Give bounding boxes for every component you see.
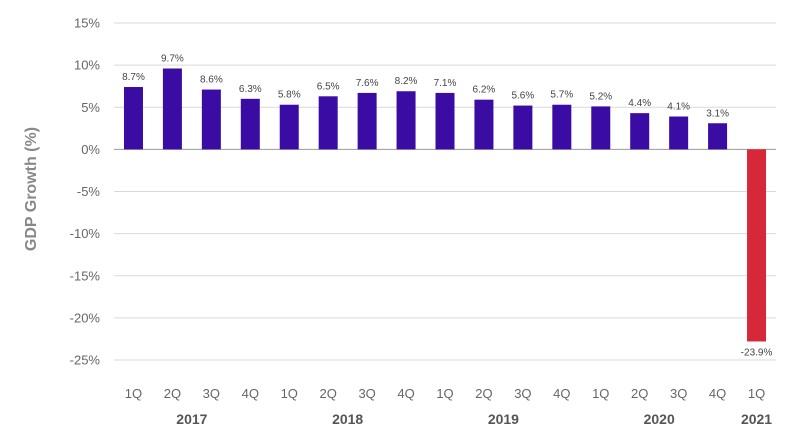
x-category-label: 1Q [436, 386, 453, 401]
x-year-label: 2017 [176, 411, 207, 427]
x-year-label: 2021 [741, 411, 772, 427]
x-category-label: 4Q [709, 386, 726, 401]
x-category-label: 2Q [320, 386, 337, 401]
y-tick-label: 0% [81, 142, 100, 157]
x-category-label: 2Q [164, 386, 181, 401]
x-category-label: 1Q [281, 386, 298, 401]
bar [162, 68, 182, 150]
x-category-label: 4Q [397, 386, 414, 401]
bar [513, 105, 533, 150]
y-tick-label: 10% [74, 58, 100, 73]
data-labels: 8.7% 9.7% 8.6% 6.3% 5.8% 6.5% 7.6% 8.2% 7.1% 6.2%… [122, 53, 772, 358]
x-category-label: 3Q [203, 386, 220, 401]
y-tick-label: 5% [81, 100, 100, 115]
bar [747, 149, 767, 342]
bar [123, 87, 143, 150]
bar [279, 104, 299, 150]
data-label: 5.2% [589, 91, 612, 102]
data-label: 5.8% [278, 90, 301, 101]
x-category-label: 3Q [514, 386, 531, 401]
x-axis-categories: 1Q 2Q 3Q 4Q 1Q 2Q 3Q 4Q 1Q 2Q 3Q 4Q 1Q 2Q 3Q 4Q 1Q [125, 386, 765, 401]
y-axis-ticks: 15% 10% 5% 0% -5% -10% -15% -20% -25% [70, 16, 101, 368]
y-tick-label: -15% [70, 268, 101, 283]
x-year-label: 2018 [332, 411, 363, 427]
x-category-label: 1Q [748, 386, 765, 401]
data-label: 7.1% [434, 78, 457, 89]
data-label: 5.6% [511, 91, 534, 102]
x-category-label: 1Q [125, 386, 142, 401]
data-label: 8.7% [122, 72, 145, 83]
gridlines [114, 22, 776, 361]
y-tick-label: -10% [70, 226, 101, 241]
bar [669, 116, 689, 150]
bar [240, 98, 260, 150]
data-label: 6.3% [239, 84, 262, 95]
x-category-label: 3Q [670, 386, 687, 401]
data-label: 4.1% [667, 102, 690, 113]
x-category-label: 2Q [631, 386, 648, 401]
x-year-label: 2020 [644, 411, 675, 427]
bar [396, 91, 416, 150]
data-label: 8.2% [395, 76, 418, 87]
data-label: 9.7% [161, 53, 184, 64]
x-category-label: 3Q [358, 386, 375, 401]
x-axis-years: 2017 2018 2019 2020 2021 [176, 411, 772, 427]
y-axis-label: GDP Growth (%) [23, 127, 40, 251]
data-label: 3.1% [706, 108, 729, 119]
bar [708, 123, 728, 150]
y-tick-label: -5% [77, 184, 101, 199]
data-label: 7.6% [356, 78, 379, 89]
bar [201, 89, 221, 150]
bar [357, 92, 377, 150]
y-tick-label: -20% [70, 310, 101, 325]
bar [630, 113, 650, 150]
bar [474, 99, 494, 150]
bars [123, 68, 767, 342]
x-category-label: 4Q [553, 386, 570, 401]
x-category-label: 1Q [592, 386, 609, 401]
data-label: 5.7% [550, 90, 573, 101]
data-label: 8.6% [200, 75, 223, 86]
x-category-label: 4Q [242, 386, 259, 401]
data-label: 6.5% [317, 81, 340, 92]
x-category-label: 2Q [475, 386, 492, 401]
data-label: 6.2% [473, 85, 496, 96]
y-tick-label: -25% [70, 353, 101, 368]
data-label: 4.4% [628, 98, 651, 109]
x-year-label: 2019 [488, 411, 519, 427]
y-tick-label: 15% [74, 16, 100, 31]
bar [552, 104, 572, 150]
bar [318, 96, 338, 150]
bar [591, 106, 611, 150]
bar [435, 92, 455, 150]
data-label: -23.9% [741, 347, 773, 358]
